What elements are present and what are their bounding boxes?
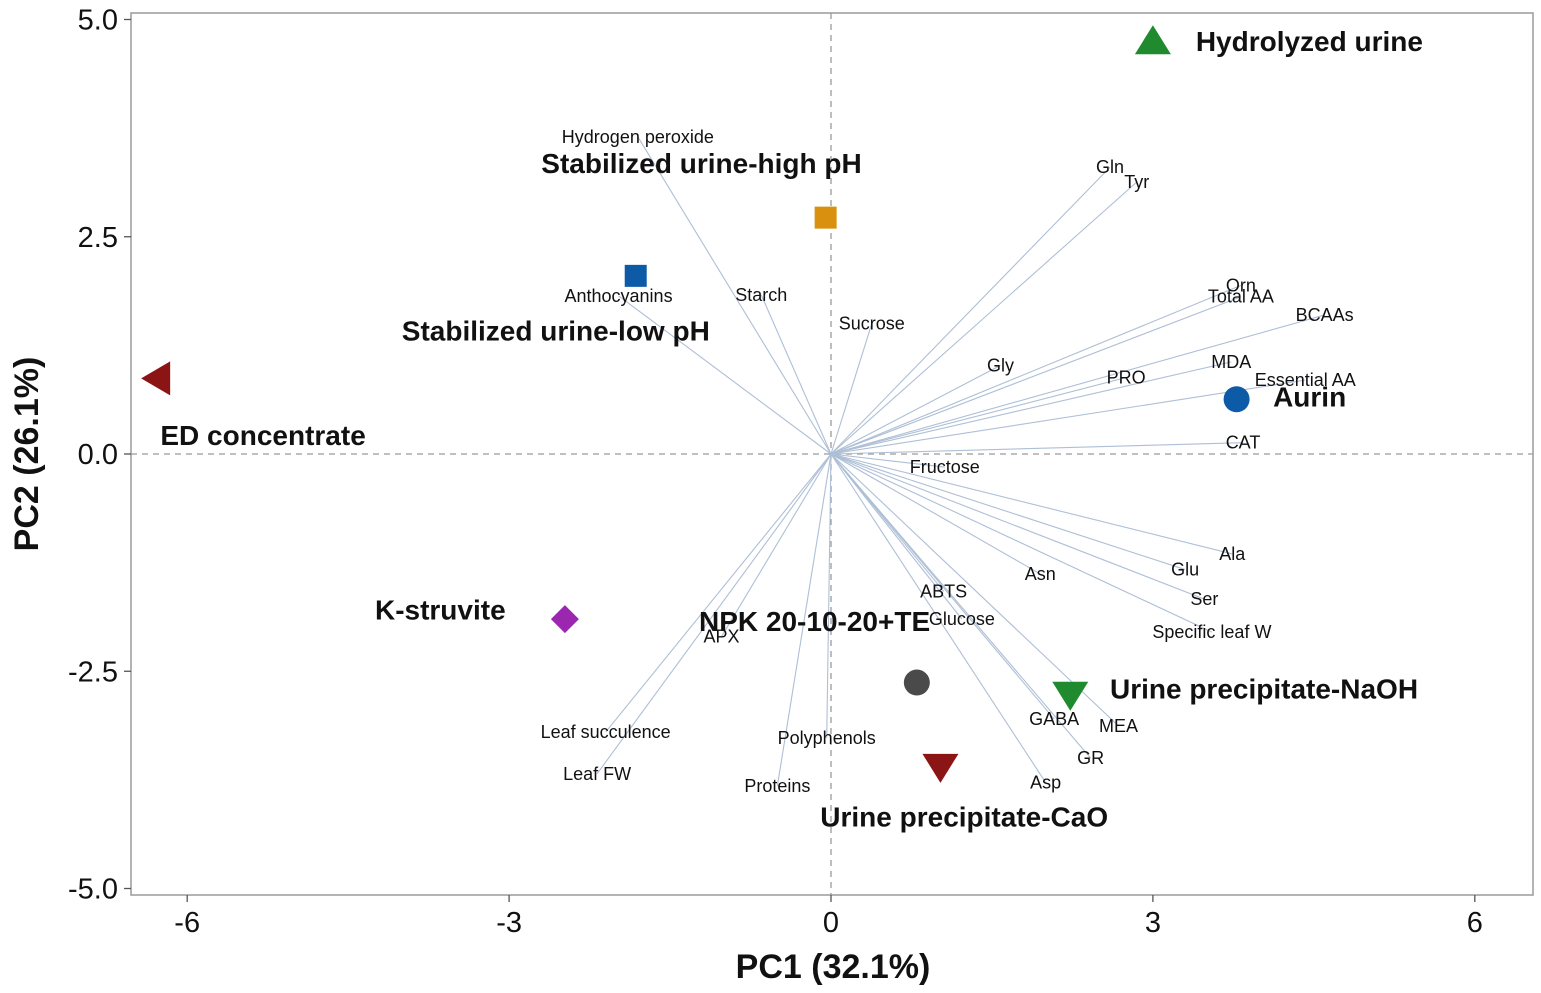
loading-label-essential-aa: Essential AA [1255,370,1356,390]
group-label-aurin: Aurin [1273,382,1346,413]
loading-label-abts: ABTS [920,581,967,601]
y-tick-label: 0.0 [78,439,118,471]
loading-label-leaf-fw: Leaf FW [563,764,631,784]
loading-vector-leaf-succulence [605,453,832,733]
group-label-ed-concentrate: ED concentrate [160,420,365,451]
loading-label-ser: Ser [1190,589,1218,609]
loading-vector-gly [830,364,1001,455]
loading-label-asp: Asp [1030,772,1061,792]
loading-vector-fructose [830,453,945,468]
x-axis-ticks: -6 -3 0 3 6 [174,895,1483,939]
group-marker-aurin [1223,386,1250,413]
loading-vector-starch [760,294,832,455]
loading-vector-glucose [830,453,963,620]
loading-label-gr: GR [1077,748,1104,768]
loading-vector-total-aa [830,296,1242,455]
loading-label-glucose: Glucose [929,609,995,629]
loading-labels: Hydrogen peroxide Starch Anthocyanins Sucro… [541,127,1356,796]
loading-vector-apx [721,453,832,637]
loading-vector-tyr [830,181,1138,455]
loading-vector-asp [830,453,1047,783]
group-label-urine-precipitate-cao: Urine precipitate-CaO [820,801,1108,832]
loading-label-specific-leaf-w: Specific leaf W [1152,622,1271,642]
group-label-stabilized-urine-low-ph: Stabilized urine-low pH [402,316,710,347]
loading-label-proteins: Proteins [744,776,810,796]
loading-vector-mea [830,453,1119,727]
loading-label-gln: Gln [1096,157,1124,177]
loading-label-cat: CAT [1226,433,1261,453]
y-tick-label: 2.5 [78,222,118,254]
group-label-stabilized-urine-high-ph: Stabilized urine-high pH [541,148,861,179]
loading-vector-mda [830,361,1232,455]
group-marker-stabilized-urine-high-ph [814,206,837,229]
loading-vector-specific-leaf-w [830,453,1213,633]
loading-label-glu: Glu [1171,560,1199,580]
loading-vector-gr [830,453,1092,759]
loading-vector-asn [830,453,1041,575]
loading-label-bcaas: BCAAs [1296,305,1354,325]
loading-vector-anthocyanins [618,295,832,455]
loading-label-anthocyanins: Anthocyanins [565,286,673,306]
loading-vector-hydrogen-peroxide [637,136,832,455]
loading-vector-gln [830,166,1111,455]
x-tick-label: -6 [174,907,200,939]
loading-vector-orn [830,284,1242,455]
loading-label-total-aa: Total AA [1208,287,1274,307]
y-tick-label: -2.5 [68,656,118,688]
x-axis-title: PC1 (32.1%) [736,948,931,986]
y-tick-label: -5.0 [68,874,118,906]
group-marker-hydrolyzed-urine [1134,25,1171,55]
loading-vector-pro [830,376,1127,455]
y-axis-title: PC2 (26.1%) [8,357,46,552]
loading-label-gly: Gly [987,355,1014,375]
x-tick-label: 3 [1145,907,1161,939]
loading-vector-ala [830,453,1233,555]
loading-vector-polyphenols [826,453,832,739]
x-tick-label: 6 [1467,907,1483,939]
loading-label-asn: Asn [1025,564,1056,584]
loading-label-tyr: Tyr [1124,172,1149,192]
loading-label-fructose: Fructose [910,457,980,477]
loading-vector-ser [830,453,1205,600]
loading-vector-cat [830,442,1244,455]
x-tick-label: 0 [823,907,839,939]
group-label-k-struvite: K-struvite [375,595,506,626]
loading-label-hydrogen-peroxide: Hydrogen peroxide [562,127,714,147]
y-tick-label: 5.0 [78,5,118,37]
x-tick-label: -3 [496,907,522,939]
loading-label-polyphenols: Polyphenols [778,728,876,748]
group-label-hydrolyzed-urine: Hydrolyzed urine [1196,26,1423,57]
loading-vectors [596,136,1325,787]
loading-label-starch: Starch [735,285,787,305]
loading-label-apx: APX [704,626,740,646]
loading-label-orn: Orn [1226,275,1256,295]
loading-vector-sucrose [830,323,873,455]
y-axis-ticks: 5.0 2.5 0.0 -2.5 -5.0 [68,5,131,906]
group-marker-ed-concentrate [141,361,171,396]
loading-vector-bcaas [830,314,1325,455]
loading-label-mda: MDA [1211,352,1251,372]
loading-vector-leaf-fw [596,453,832,775]
group-marker-npk-20-10-20-te [903,669,930,696]
loading-label-leaf-succulence: Leaf succulence [541,722,671,742]
group-label-urine-precipitate-naoh: Urine precipitate-NaOH [1110,674,1418,705]
group-labels: Hydrolyzed urine Stabilized urine-high pH… [160,26,1423,832]
group-marker-stabilized-urine-low-ph [624,264,647,287]
loading-vector-proteins [776,453,832,787]
loading-label-sucrose: Sucrose [839,314,905,334]
loading-label-ala: Ala [1219,544,1246,564]
loading-vector-glu [830,453,1186,571]
group-marker-k-struvite [550,605,579,634]
group-markers [141,25,1250,783]
loading-label-gaba: GABA [1029,709,1079,729]
group-marker-urine-precipitate-cao [922,753,959,783]
loading-label-mea: MEA [1099,716,1138,736]
group-label-npk-20-10-20-te: NPK 20-10-20+TE [699,606,930,637]
group-marker-urine-precipitate-naoh [1052,681,1089,711]
loading-label-pro: PRO [1107,368,1146,388]
